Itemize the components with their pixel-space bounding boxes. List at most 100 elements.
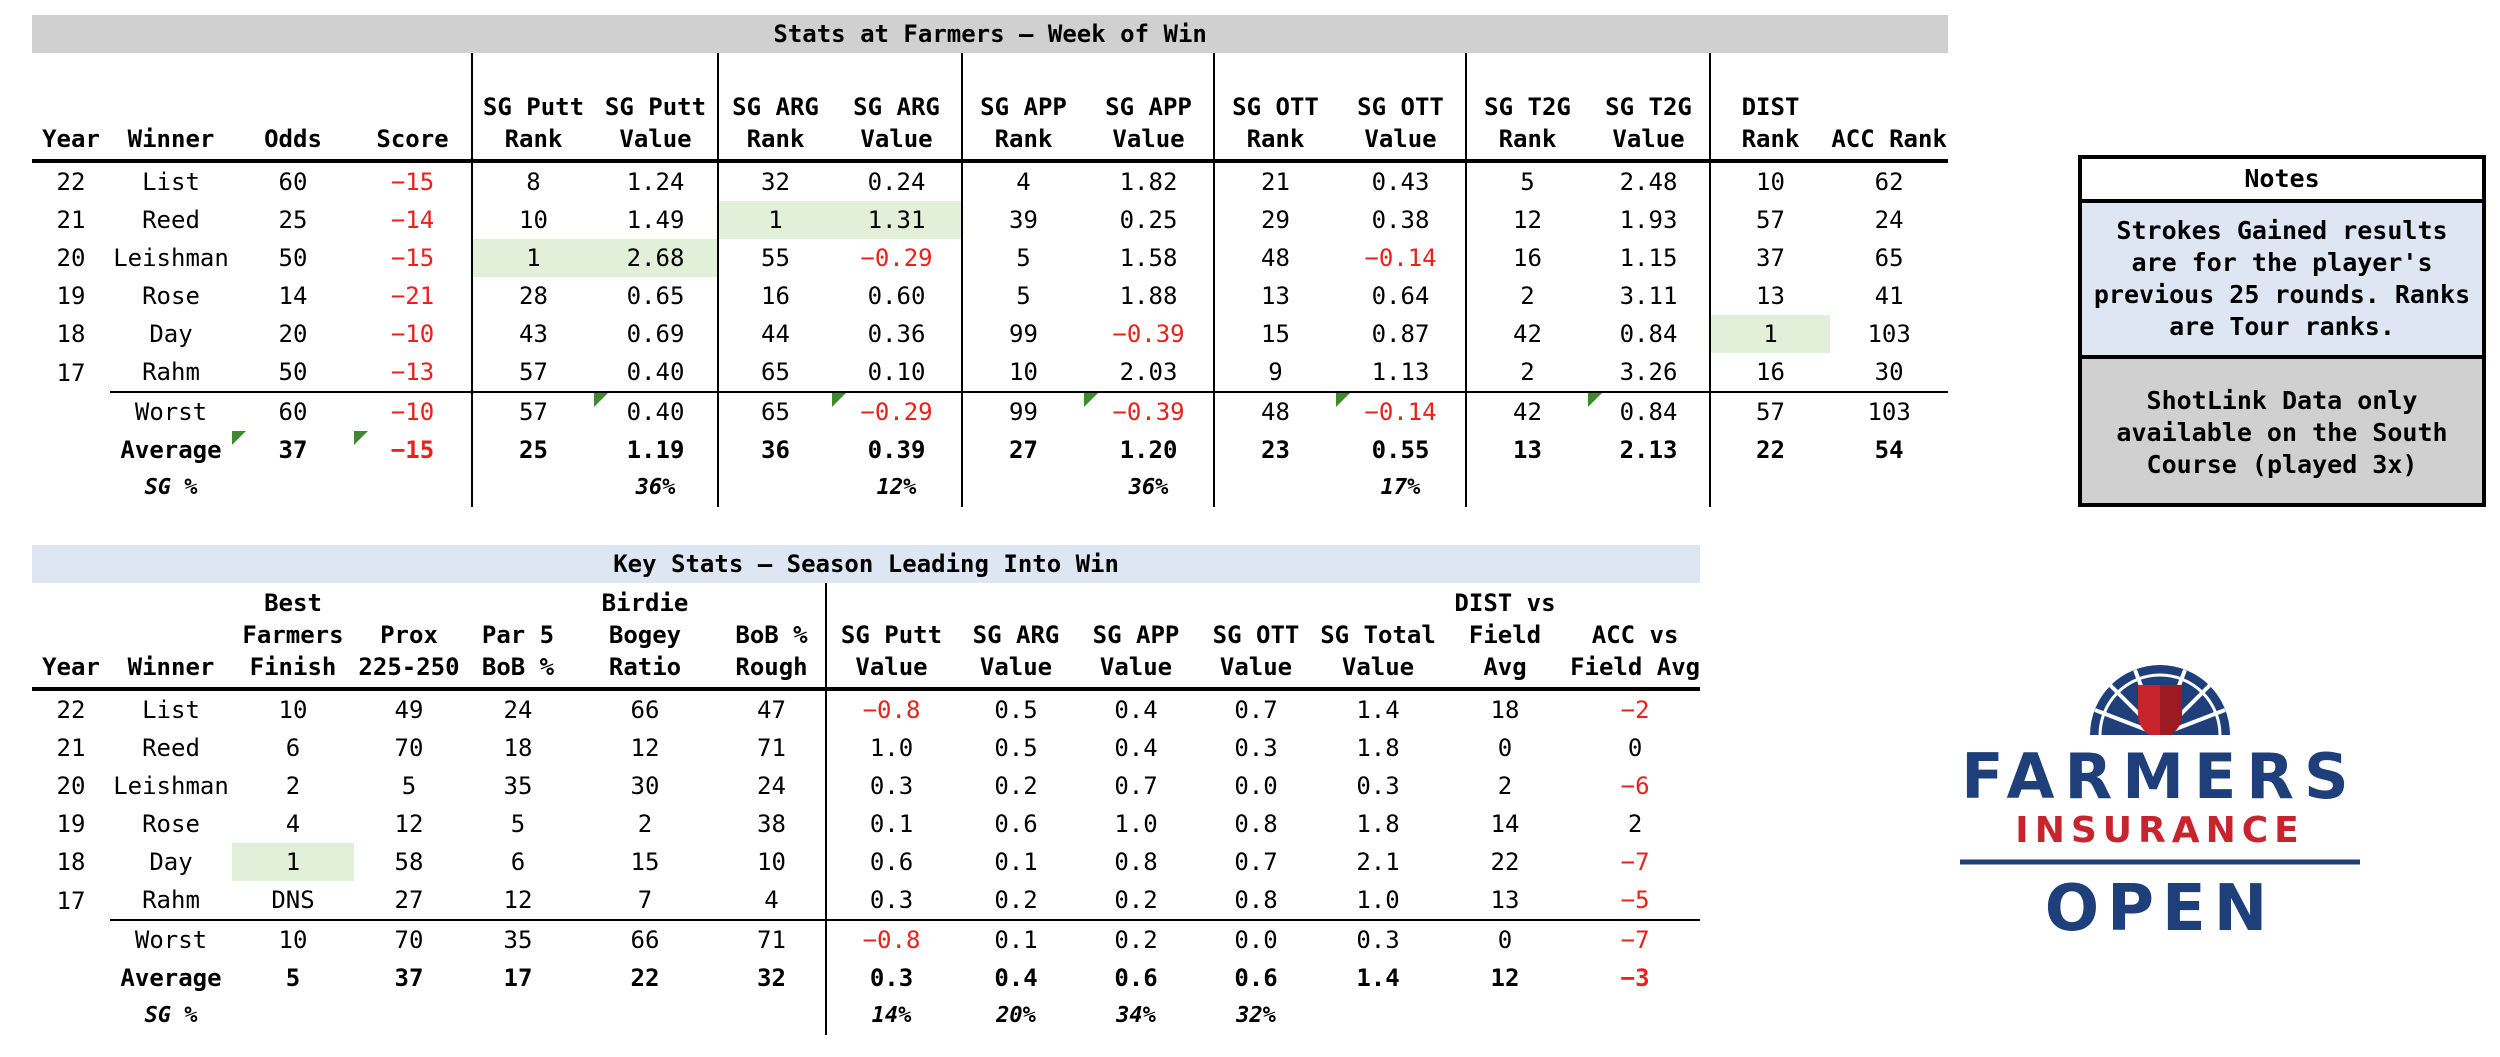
table-row: 17 Rahm DNS 27 12 7 4 0.3 0.2 0.2 0.8 1.0 13 −5 bbox=[32, 881, 1700, 920]
table-cell: 0.8 bbox=[1114, 848, 1158, 876]
table-row: 21 Reed 25 −14 10 1.49 1 1.31 39 0.25 29 0.38 12 1.93… bbox=[32, 201, 1948, 239]
table-row: 19 Rose 14 −21 28 0.65 16 0.60 5 1.88 13 0.64 2 3.11 1… bbox=[32, 277, 1948, 315]
summary-cell: −0.29 bbox=[832, 391, 962, 431]
table-cell: 0.4 bbox=[1114, 696, 1158, 724]
summary-cell: 13 bbox=[1465, 431, 1588, 469]
summary-cell: −0.8 bbox=[825, 919, 956, 959]
column-header: BoB % Rough bbox=[718, 583, 826, 691]
summary-cell: 0.6 bbox=[1234, 964, 1278, 992]
table-cell: 0.5 bbox=[994, 734, 1038, 762]
table-cell: 12 bbox=[1465, 201, 1588, 239]
week-of-win-table: Stats at Farmers – Week of Win Year Winner… bbox=[32, 15, 1949, 507]
table-cell: 50 bbox=[278, 244, 308, 272]
summary-cell: 60 bbox=[232, 391, 354, 431]
column-header: SG T2G Value bbox=[1588, 53, 1710, 163]
table-cell: 0.64 bbox=[1371, 282, 1430, 310]
table-cell: Day bbox=[149, 848, 193, 876]
column-header: Score bbox=[354, 53, 472, 163]
table-cell: 0 bbox=[1627, 734, 1643, 762]
logo-line-farmers: FARMERS bbox=[1961, 740, 2358, 813]
table-cell: 0.10 bbox=[867, 358, 926, 386]
column-header: SG ARG Rank bbox=[717, 53, 832, 163]
table-cell: 0.65 bbox=[626, 282, 685, 310]
sg-percent-cell bbox=[1213, 469, 1336, 507]
table-cell: 0.87 bbox=[1371, 320, 1430, 348]
column-header: Birdie Bogey Ratio bbox=[572, 583, 718, 691]
table-cell: DNS bbox=[271, 886, 315, 914]
table-cell: 16 bbox=[1465, 239, 1588, 277]
table-cell: 70 bbox=[394, 734, 424, 762]
column-header: SG T2G Rank bbox=[1465, 53, 1588, 163]
table-cell: 1.15 bbox=[1619, 244, 1678, 272]
table-cell: 65 bbox=[717, 353, 832, 392]
table-cell: Leishman bbox=[113, 244, 229, 272]
table-cell: 2 bbox=[285, 772, 301, 800]
table-cell: −7 bbox=[1620, 848, 1650, 876]
table-cell: 0.4 bbox=[1114, 734, 1158, 762]
table-cell: 71 bbox=[757, 734, 786, 762]
table-cell: 1.0 bbox=[825, 729, 956, 767]
table-cell: −2 bbox=[1620, 696, 1650, 724]
table-cell: 1.13 bbox=[1371, 358, 1430, 386]
table-cell: 12 bbox=[503, 886, 533, 914]
table-cell: 21 bbox=[1213, 161, 1336, 201]
table-cell: 2 bbox=[1627, 810, 1643, 838]
table-cell: 42 bbox=[1465, 315, 1588, 353]
sg-percent-cell bbox=[717, 469, 832, 507]
column-header: DIST vs Field Avg bbox=[1440, 583, 1570, 691]
sg-percent-cell bbox=[961, 469, 1084, 507]
sg-percent-cell bbox=[32, 997, 110, 1035]
table-cell: Rose bbox=[142, 282, 200, 310]
table-cell: List bbox=[142, 696, 200, 724]
summary-cell bbox=[32, 959, 110, 997]
summary-cell: 57 bbox=[1709, 391, 1830, 431]
sg-percent-cell bbox=[1440, 997, 1570, 1035]
table-cell: 30 bbox=[1874, 358, 1904, 386]
sg-percent-cell bbox=[1830, 469, 1948, 507]
table-cell: Reed bbox=[142, 206, 200, 234]
table-cell: 3.26 bbox=[1619, 358, 1678, 386]
table-title: Stats at Farmers – Week of Win bbox=[32, 15, 1949, 53]
summary-cell: 0.3 bbox=[1316, 919, 1440, 959]
notes-shotlink-text: ShotLink Data only available on the Sout… bbox=[2082, 359, 2482, 503]
summary-cell: 0.40 bbox=[594, 391, 718, 431]
table-cell: 5 bbox=[1465, 161, 1588, 201]
table-row: 19 Rose 4 12 5 2 38 0.1 0.6 1.0 0.8 1.8 14 2 bbox=[32, 805, 1700, 843]
table-cell: 1.0 bbox=[1114, 810, 1158, 838]
table-cell: 2 bbox=[637, 810, 653, 838]
table-row: 20 Leishman 2 5 35 30 24 0.3 0.2 0.7 0.0 0.3 2 −6 bbox=[32, 767, 1700, 805]
table-cell: 0.60 bbox=[867, 282, 926, 310]
table-cell: −0.39 bbox=[1112, 320, 1185, 348]
table-cell: 2.48 bbox=[1619, 168, 1678, 196]
table-cell: 41 bbox=[1874, 282, 1904, 310]
summary-cell: 0.2 bbox=[1076, 919, 1196, 959]
column-header: SG APP Rank bbox=[961, 53, 1084, 163]
column-header: DIST Rank bbox=[1709, 53, 1830, 163]
table-cell: 14 bbox=[1490, 810, 1520, 838]
table-cell: 44 bbox=[717, 315, 832, 353]
summary-cell: 1.20 bbox=[1119, 436, 1178, 464]
sg-percent-cell bbox=[232, 469, 354, 507]
table-cell: 1 bbox=[471, 239, 594, 277]
summary-cell: Worst bbox=[110, 919, 232, 959]
summary-cell: 54 bbox=[1874, 436, 1904, 464]
table-cell: 29 bbox=[1213, 201, 1336, 239]
summary-cell bbox=[32, 920, 110, 959]
logo-line-open: OPEN bbox=[2045, 872, 2276, 946]
summary-cell: Average bbox=[120, 436, 222, 464]
summary-cell bbox=[32, 431, 110, 469]
table-cell: 1.8 bbox=[1356, 810, 1400, 838]
table-cell: 12 bbox=[394, 810, 424, 838]
summary-cell: 65 bbox=[717, 391, 832, 431]
table-cell: 37 bbox=[1709, 239, 1830, 277]
summary-cell: 22 bbox=[630, 964, 660, 992]
table-cell: 0.2 bbox=[994, 772, 1038, 800]
table-cell: 27 bbox=[394, 886, 424, 914]
summary-cell: −10 bbox=[354, 391, 472, 431]
table-cell: 0.3 bbox=[1234, 734, 1278, 762]
sg-percent-cell bbox=[718, 997, 826, 1035]
table-cell: −21 bbox=[390, 282, 435, 310]
table-cell: 2.68 bbox=[594, 239, 718, 277]
table-cell: 7 bbox=[637, 886, 653, 914]
table-cell: List bbox=[142, 168, 200, 196]
